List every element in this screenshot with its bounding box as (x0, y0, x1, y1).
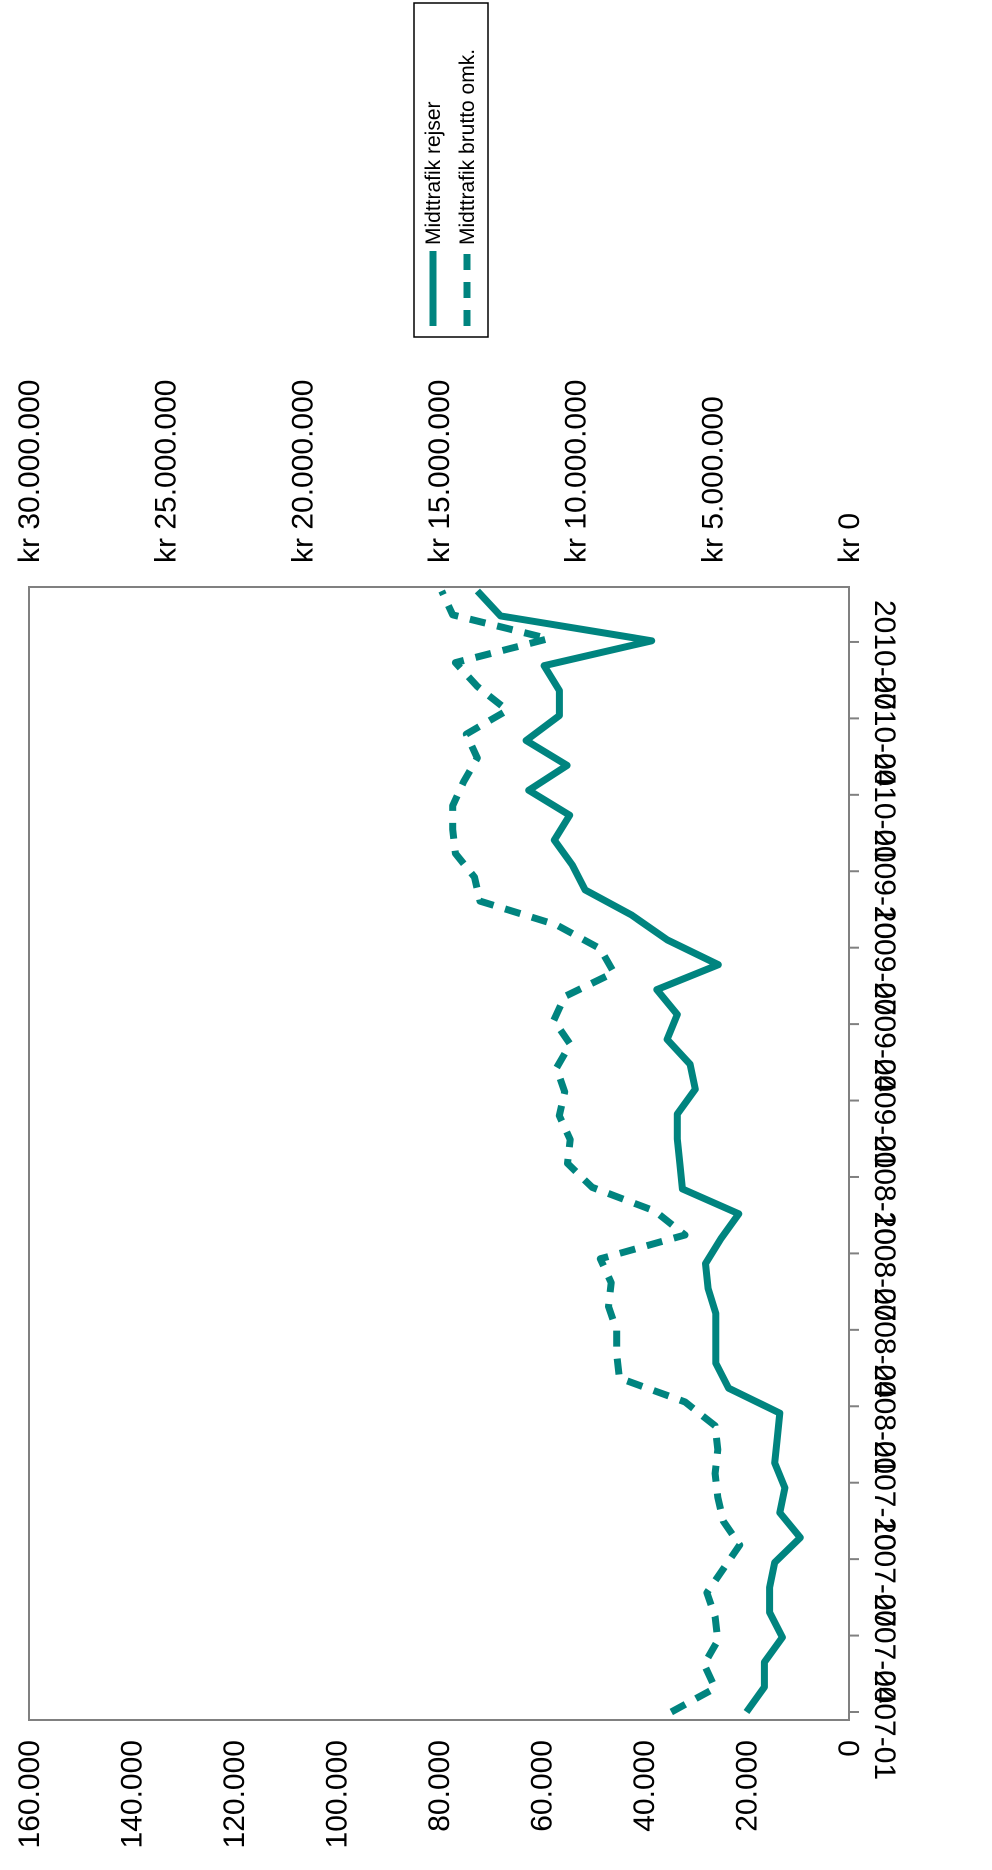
x-tick-label: 2008-04 (868, 1288, 901, 1398)
right-tick-label: kr 10.000.000 (560, 380, 593, 563)
x-tick-label: 2008-07 (868, 1211, 901, 1321)
x-tick-label: 2010-04 (868, 676, 901, 786)
right-tick-label: kr 5.000.000 (696, 396, 729, 563)
x-tick-label: 2007-10 (868, 1441, 901, 1551)
left-tick-label: 140.000 (116, 1740, 149, 1848)
x-axis-ticks: 2007-012007-042007-072007-102008-012008-… (849, 600, 901, 1780)
x-tick-label: 2007-01 (868, 1670, 901, 1780)
right-tick-label: kr 15.000.000 (423, 380, 456, 563)
x-tick-label: 2008-10 (868, 1135, 901, 1245)
x-tick-label: 2007-04 (868, 1594, 901, 1704)
right-tick-label: kr 25.000.000 (150, 380, 183, 563)
legend-box (413, 2, 489, 338)
right-axis-ticks: kr 0 kr 5.000.000 kr 10.000.000 kr 15.000.0… (13, 380, 866, 563)
left-axis-ticks: 0 20.000 40.000 60.000 80.000 100.000 120.000 1… (13, 1740, 866, 1848)
x-tick-label: 2007-07 (868, 1517, 901, 1627)
legend-label-rejser: Midttrafik rejser (422, 101, 445, 245)
right-tick-label: kr 30.000.000 (13, 380, 46, 563)
left-tick-label: 60.000 (526, 1740, 559, 1832)
left-tick-label: 100.000 (321, 1740, 354, 1848)
plot-area (28, 586, 850, 1721)
x-tick-label: 2009-04 (868, 982, 901, 1092)
right-tick-label: kr 20.000.000 (286, 380, 319, 563)
right-tick-label: kr 0 (833, 513, 866, 563)
series-line-rejser (474, 588, 804, 1715)
legend: Midttrafik rejser Midttrafik brutto omk. (413, 2, 489, 338)
x-tick-label: 2009-01 (868, 1059, 901, 1169)
left-tick-label: 40.000 (628, 1740, 661, 1832)
left-tick-label: 80.000 (423, 1740, 456, 1832)
x-tick-label: 2009-07 (868, 906, 901, 1016)
x-tick-label: 2008-01 (868, 1364, 901, 1474)
left-tick-label: 20.000 (731, 1740, 764, 1832)
left-tick-label: 160.000 (13, 1740, 46, 1848)
series-layer (438, 588, 804, 1716)
legend-label-brutto: Midttrafik brutto omk. (456, 49, 479, 245)
series-line-brutto-omk (438, 589, 744, 1716)
x-tick-label: 2010-01 (868, 753, 901, 863)
left-tick-label: 0 (833, 1740, 866, 1757)
x-tick-label: 2010-07 (868, 600, 901, 710)
x-tick-label: 2009-10 (868, 829, 901, 939)
left-tick-label: 120.000 (218, 1740, 251, 1848)
